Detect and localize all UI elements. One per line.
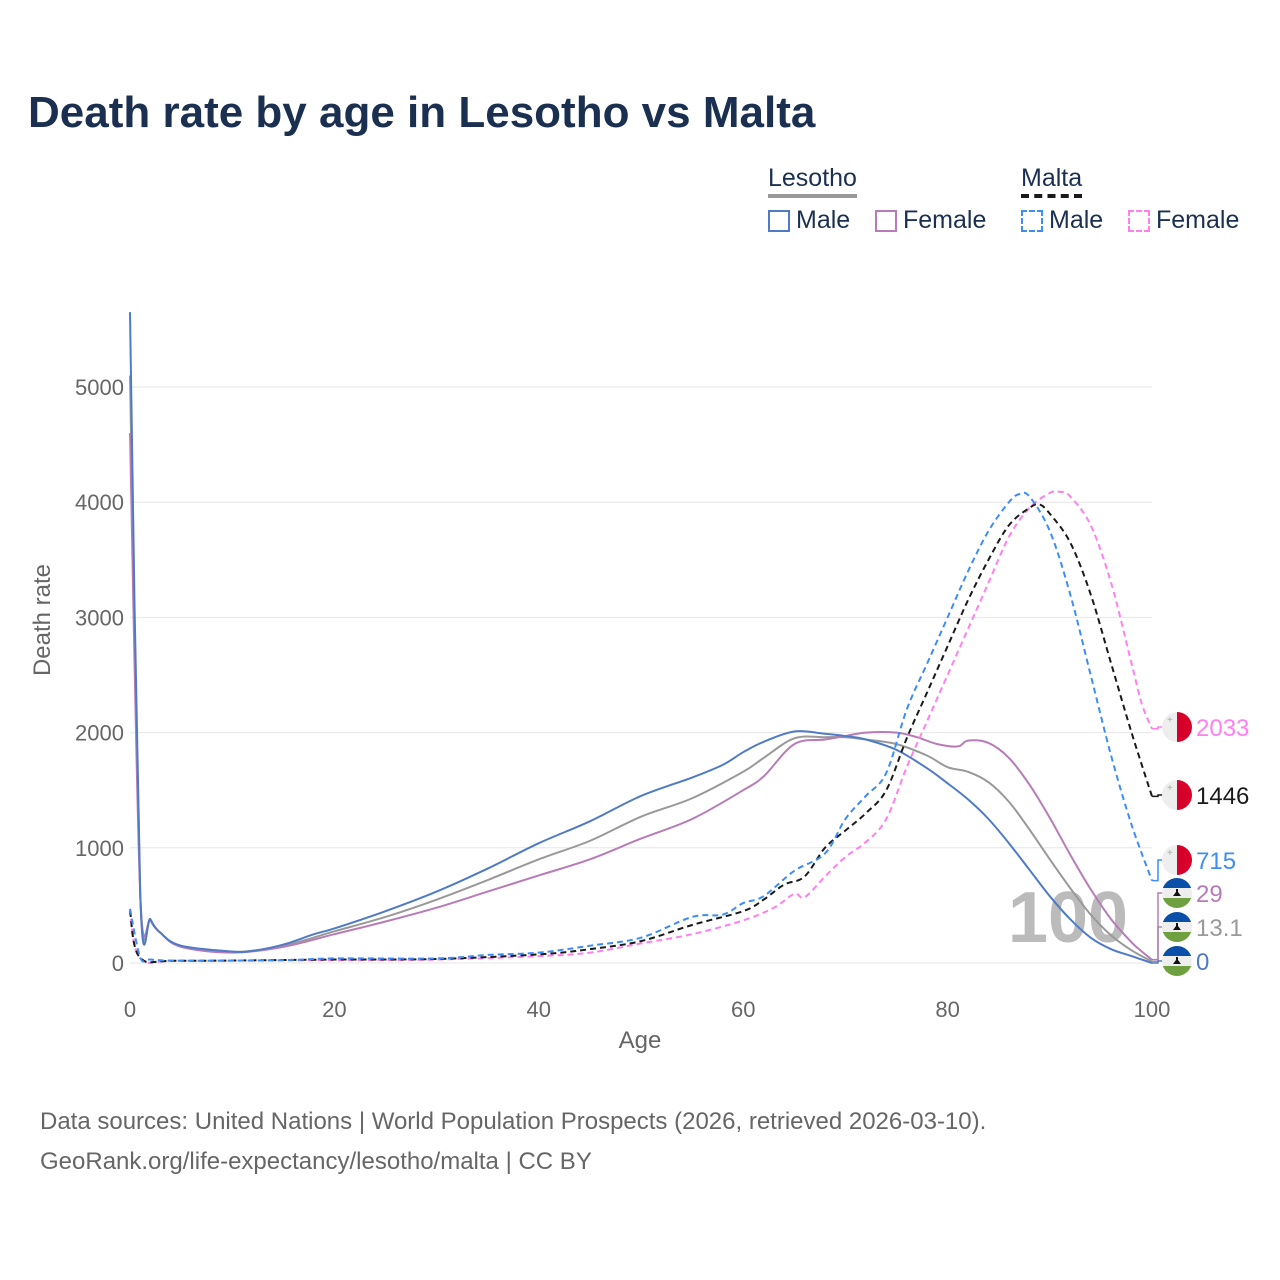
y-tick-label: 0: [112, 951, 124, 976]
end-label-connector: [1152, 726, 1164, 730]
legend-label: Female: [1156, 206, 1240, 234]
series-line-malta_total[interactable]: [129, 503, 1153, 964]
lesotho-flag-icon: [1162, 946, 1192, 976]
end-label-connector: [1152, 892, 1164, 961]
legend-item-malta-male[interactable]: Male: [1021, 206, 1103, 235]
x-tick-label: 20: [322, 997, 346, 1022]
svg-text:+: +: [1167, 715, 1173, 726]
y-tick-label: 1000: [75, 836, 124, 861]
legend-item-lesotho-male[interactable]: Male: [768, 206, 850, 235]
y-tick-label: 4000: [75, 490, 124, 515]
legend-swatch-icon: [875, 209, 897, 232]
legend-solid-line-icon: [768, 194, 857, 198]
end-value-label: 1446: [1196, 783, 1249, 810]
end-value-label: 13.1: [1196, 915, 1243, 942]
x-axis-label: Age: [619, 1027, 662, 1054]
legend-group-malta[interactable]: Malta: [1021, 164, 1083, 198]
legend-swatch-icon: [1128, 209, 1150, 232]
malta-flag-icon: +: [1162, 845, 1192, 875]
legend-item-lesotho-female[interactable]: Female: [875, 206, 986, 235]
svg-text:+: +: [1167, 848, 1173, 859]
legend-label: Female: [903, 206, 987, 234]
legend-item-malta-female[interactable]: Female: [1128, 206, 1239, 235]
malta-flag-icon: +: [1162, 712, 1192, 742]
y-tick-label: 2000: [75, 721, 124, 746]
footer-link[interactable]: GeoRank.org/life-expectancy/lesotho/malt…: [40, 1148, 592, 1175]
legend-swatch-icon: [1021, 209, 1043, 232]
legend-group-label: Malta: [1021, 164, 1083, 192]
end-label-connector: [1152, 794, 1164, 798]
legend-label: Male: [1049, 206, 1104, 234]
series-line-lesotho_male[interactable]: [129, 312, 1153, 964]
legend-label: Male: [796, 206, 851, 234]
x-tick-label: 0: [124, 997, 136, 1022]
legend-swatch-icon: [768, 209, 790, 232]
legend-group-lesotho[interactable]: Lesotho: [768, 164, 857, 198]
y-tick-label: 5000: [75, 375, 124, 400]
lesotho-flag-icon: [1162, 912, 1192, 942]
end-value-label: 715: [1196, 848, 1236, 875]
x-tick-label: 100: [1134, 997, 1171, 1022]
end-value-label: 0: [1196, 949, 1209, 976]
series-line-lesotho_total[interactable]: [129, 375, 1153, 963]
end-value-label: 2033: [1196, 715, 1249, 742]
end-label-connector: [1152, 960, 1164, 964]
chart-title: Death rate by age in Lesotho vs Malta: [28, 88, 816, 137]
x-tick-label: 80: [935, 997, 959, 1022]
series-line-malta_male[interactable]: [129, 491, 1153, 963]
x-tick-label: 60: [731, 997, 755, 1022]
series-line-lesotho_female[interactable]: [129, 433, 1153, 961]
end-label-connector: [1152, 859, 1164, 882]
y-tick-label: 3000: [75, 605, 124, 630]
x-tick-label: 40: [527, 997, 551, 1022]
svg-text:+: +: [1167, 783, 1173, 794]
legend-group-label: Lesotho: [768, 164, 857, 192]
series-line-malta_female[interactable]: [129, 490, 1153, 964]
lesotho-flag-icon: [1162, 878, 1192, 908]
footer-source: Data sources: United Nations | World Pop…: [40, 1108, 987, 1135]
malta-flag-icon: +: [1162, 780, 1192, 810]
end-value-label: 29: [1196, 881, 1223, 908]
y-axis-label: Death rate: [29, 564, 56, 676]
legend-dashed-line-icon: [1021, 194, 1083, 198]
